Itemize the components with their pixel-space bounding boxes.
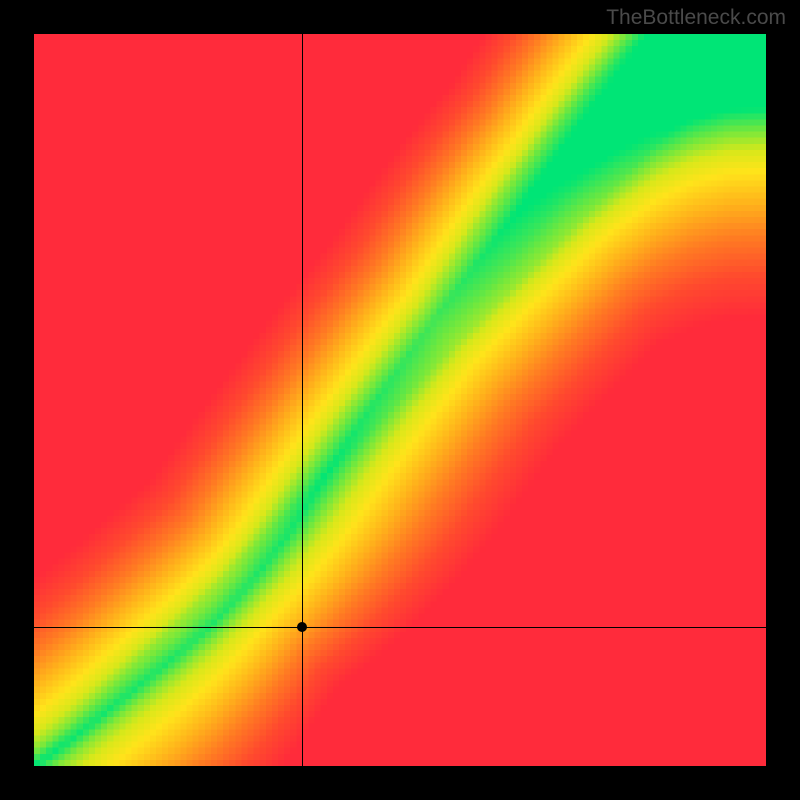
intersection-marker [297,622,307,632]
crosshair-horizontal [34,627,766,628]
heatmap-plot [34,34,766,766]
watermark-text: TheBottleneck.com [606,6,786,30]
heatmap-canvas [34,34,766,766]
crosshair-vertical [302,34,303,766]
